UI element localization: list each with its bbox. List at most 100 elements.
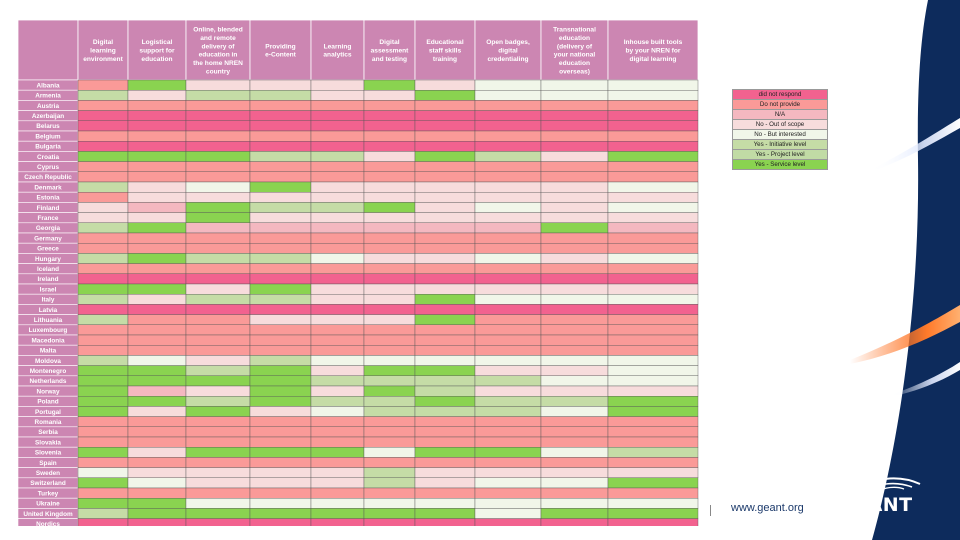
- heatmap-cell: [540, 334, 609, 346]
- heatmap-cell: [414, 294, 476, 305]
- heatmap-cell: [474, 273, 542, 285]
- row-label: Croatia: [37, 154, 59, 161]
- heatmap-cell: [249, 416, 312, 428]
- heatmap-cell: [249, 120, 312, 132]
- heatmap-cell: [249, 447, 312, 458]
- heatmap-cell: [363, 324, 416, 336]
- column-header-cell: [77, 20, 129, 81]
- heatmap-cell: [414, 161, 476, 173]
- row-label: Georgia: [36, 225, 61, 232]
- heatmap-cell: [310, 100, 365, 111]
- heatmap-cell: [474, 191, 542, 203]
- legend-item: Yes - Project level: [733, 150, 827, 160]
- heatmap-cell: [249, 202, 312, 213]
- row-label: Montenegro: [30, 368, 67, 375]
- heatmap-cell: [414, 273, 476, 285]
- heatmap-cell: [363, 314, 416, 326]
- row-label: Germany: [34, 235, 62, 242]
- heatmap-cell: [77, 222, 129, 234]
- heatmap-cell: [540, 253, 609, 264]
- heatmap-cell: [414, 498, 476, 509]
- heatmap-cell: [607, 89, 699, 101]
- heatmap-cell: [607, 171, 699, 183]
- heatmap-cell: [474, 222, 542, 234]
- row-label: Poland: [37, 399, 58, 406]
- heatmap-row-labels: Albania Armenia Austria Azerbaijan Belarus Be…: [18, 79, 79, 526]
- heatmap-cell: [540, 314, 609, 326]
- heatmap-cell: [185, 202, 251, 213]
- heatmap-cell: [249, 161, 312, 173]
- heatmap-cell: [127, 100, 187, 111]
- heatmap-cell: [249, 273, 312, 285]
- heatmap-cell: [540, 396, 609, 407]
- heatmap-cell: [185, 100, 251, 111]
- heatmap-cell: [474, 89, 542, 101]
- heatmap-cell: [474, 232, 542, 244]
- heatmap-cell: [414, 151, 476, 162]
- heatmap-cell: [127, 222, 187, 234]
- heatmap-cell: [185, 416, 251, 428]
- heatmap-cell: [127, 324, 187, 336]
- row-label: Sweden: [36, 470, 60, 477]
- heatmap-cell: [310, 447, 365, 458]
- heatmap-cell: [607, 375, 699, 387]
- heatmap-cell: [414, 191, 476, 203]
- column-header-label: Providing e-Content: [265, 43, 297, 58]
- heatmap-cell: [185, 171, 251, 183]
- heatmap-cell: [607, 436, 699, 448]
- heatmap-cell: [474, 130, 542, 142]
- heatmap-cell: [363, 191, 416, 203]
- heatmap-cell: [185, 253, 251, 264]
- heatmap-cell: [185, 467, 251, 479]
- heatmap-cell: [249, 191, 312, 203]
- heatmap-cell: [127, 191, 187, 203]
- geant-logo: GÉANT: [838, 476, 938, 522]
- heatmap-cell: [363, 396, 416, 407]
- heatmap-cell: [414, 140, 476, 152]
- heatmap-cell: [540, 406, 609, 417]
- heatmap-cell: [77, 477, 129, 489]
- heatmap-cell: [474, 253, 542, 264]
- heatmap-cell: [474, 79, 542, 91]
- heatmap-cell: [185, 110, 251, 121]
- column-header-label: Learning analytics: [323, 43, 352, 58]
- legend-item: did not respond: [733, 90, 827, 100]
- footer-separator: [710, 505, 711, 516]
- heatmap-cell: [474, 151, 542, 162]
- heatmap-cell: [127, 508, 187, 519]
- heatmap-cell: [77, 89, 129, 101]
- row-label: Luxembourg: [29, 327, 68, 334]
- column-header-cell: [414, 20, 476, 81]
- heatmap-cell: [414, 396, 476, 407]
- heatmap-cell: [363, 498, 416, 509]
- heatmap-cell: [540, 426, 609, 438]
- heatmap-cell: [607, 498, 699, 509]
- heatmap-cell: [363, 110, 416, 121]
- heatmap-cell: [363, 161, 416, 173]
- heatmap-cell: [474, 334, 542, 346]
- heatmap-cell: [607, 79, 699, 91]
- heatmap-cell: [607, 345, 699, 356]
- heatmap-cell: [474, 508, 542, 519]
- heatmap-cell: [310, 304, 365, 315]
- heatmap-cell: [363, 406, 416, 417]
- heatmap-cell: [540, 436, 609, 448]
- heatmap-cell: [310, 242, 365, 254]
- heatmap-cell: [607, 365, 699, 377]
- heatmap-cell: [77, 498, 129, 509]
- footer-url-link[interactable]: www.geant.org: [731, 502, 804, 514]
- heatmap-cell: [185, 487, 251, 499]
- heatmap-cell: [77, 345, 129, 356]
- heatmap-cell: [249, 232, 312, 244]
- heatmap-cell: [474, 355, 542, 366]
- heatmap-cell: [77, 232, 129, 244]
- heatmap-cell: [77, 355, 129, 366]
- heatmap-cell: [127, 518, 187, 526]
- heatmap-cell: [540, 518, 609, 526]
- heatmap-cell: [310, 151, 365, 162]
- heatmap-cell: [607, 355, 699, 366]
- heatmap-cell: [249, 89, 312, 101]
- heatmap-cell: [607, 120, 699, 132]
- heatmap-cell: [363, 89, 416, 101]
- heatmap-cell: [474, 110, 542, 121]
